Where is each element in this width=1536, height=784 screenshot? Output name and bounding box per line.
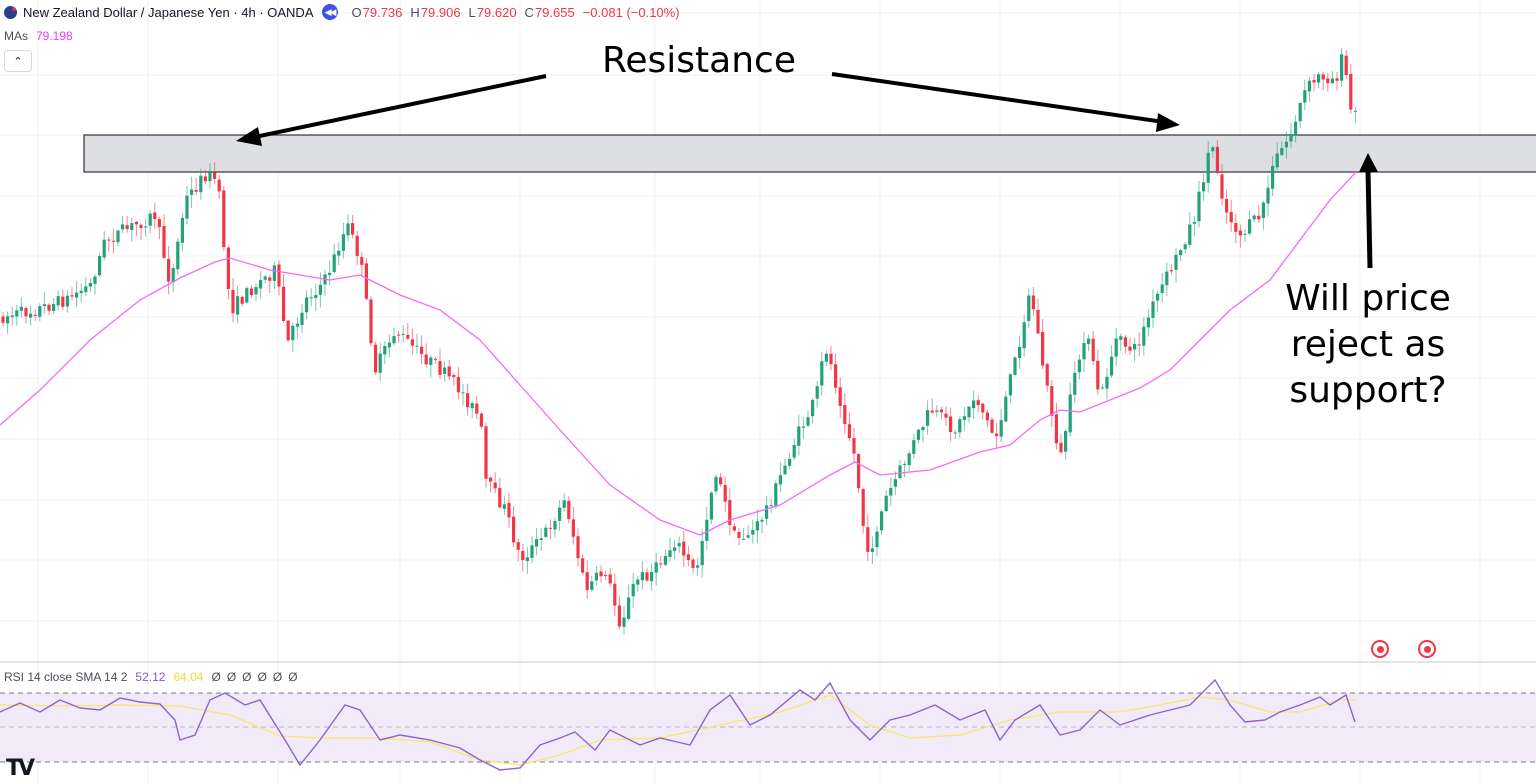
support-question-annotation: Will price reject as support? <box>1282 276 1454 414</box>
resistance-arrow-left <box>236 74 547 146</box>
rsi-empty-value: Ø <box>257 670 267 684</box>
close-label: C <box>524 4 534 20</box>
symbol-legend[interactable]: New Zealand Dollar / Japanese Yen · 4h ·… <box>4 4 688 20</box>
ma-label: MAs <box>4 29 28 43</box>
candlesticks <box>1 47 1357 635</box>
rsi-empty-value: Ø <box>288 670 298 684</box>
rsi-line <box>0 678 1356 771</box>
moving-average-line <box>0 171 1357 536</box>
open-value: 79.736 <box>362 4 403 20</box>
question-line-3: support? <box>1289 370 1447 411</box>
open-label: O <box>351 4 362 20</box>
high-label: H <box>410 4 420 20</box>
support-question-arrow <box>1359 153 1378 269</box>
resistance-annotation: Resistance <box>602 40 796 81</box>
nz-flag-icon <box>4 5 17 19</box>
collapse-legend-button[interactable]: ⌃ <box>4 50 32 72</box>
resistance-zone[interactable] <box>83 134 1536 173</box>
ma-value: 79.198 <box>36 29 73 43</box>
close-value: 79.655 <box>534 4 575 20</box>
resistance-arrow-right <box>831 72 1180 132</box>
alert-target-icon[interactable] <box>1418 640 1436 658</box>
question-line-2: reject as <box>1290 324 1446 365</box>
rsi-empty-value: Ø <box>211 670 221 684</box>
rsi-empty-value: Ø <box>226 670 237 684</box>
low-value: 79.620 <box>476 4 517 20</box>
rsi-empty-value: Ø <box>272 670 283 684</box>
rsi-value: 52.12 <box>135 670 166 684</box>
question-line-1: Will price <box>1285 278 1451 319</box>
change-value: −0.081 (−0.10%) <box>582 4 680 20</box>
rsi-empty-value: Ø <box>242 670 252 684</box>
low-label: L <box>468 4 476 20</box>
rsi-sma-line <box>0 694 1356 766</box>
ma-legend[interactable]: MAs 79.198 <box>4 29 73 43</box>
high-value: 79.906 <box>420 4 461 20</box>
rsi-sma-value: 64.04 <box>173 670 204 684</box>
rewind-icon[interactable]: ◀◀ <box>321 4 338 20</box>
rsi-legend[interactable]: RSI 14 close SMA 14 2 52.12 64.04 Ø Ø Ø … <box>4 670 304 684</box>
alert-target-icon[interactable] <box>1371 640 1389 658</box>
rsi-label: RSI 14 close SMA 14 2 <box>4 670 128 684</box>
symbol-title[interactable]: New Zealand Dollar / Japanese Yen · 4h ·… <box>23 4 314 20</box>
chevron-up-icon: ⌃ <box>13 55 23 68</box>
tradingview-logo[interactable]: TV <box>6 756 35 781</box>
